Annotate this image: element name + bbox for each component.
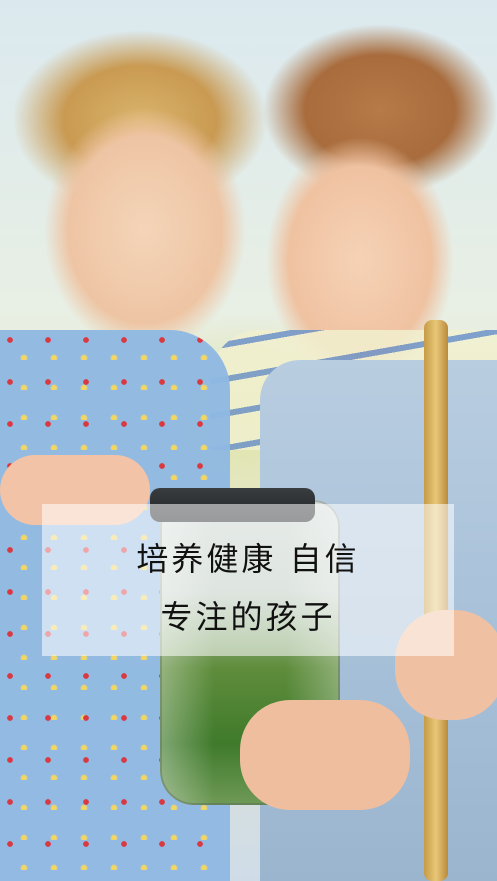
caption-line-2: 专注的孩子: [160, 598, 336, 636]
caption-panel: 培养健康 自信 专注的孩子: [42, 504, 454, 656]
caption-line-1: 培养健康 自信: [136, 540, 360, 578]
photo-hand-bottom: [240, 700, 410, 810]
